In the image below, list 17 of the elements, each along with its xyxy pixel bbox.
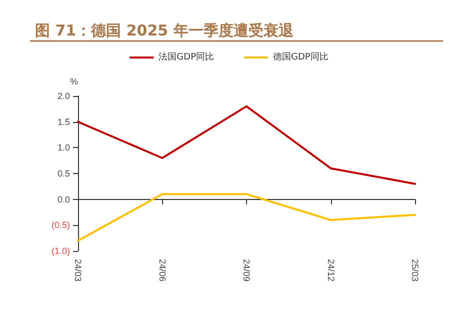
y-tick-label: 1.0 <box>57 142 70 153</box>
x-tick-label: 24/09 <box>242 259 252 282</box>
y-tick-label: 0.0 <box>57 194 70 204</box>
x-tick-label: 25/03 <box>410 259 420 282</box>
y-tick-label: 0.5 <box>57 168 70 178</box>
x-tick-label: 24/12 <box>326 259 336 282</box>
legend-label: 法国GDP同比 <box>158 52 214 62</box>
y-tick-label: 1.5 <box>57 116 70 127</box>
x-tick-label: 24/03 <box>73 259 83 282</box>
y-tick-label: (1.0) <box>51 246 70 256</box>
y-axis-title: % <box>70 76 78 86</box>
y-tick-label: 2.0 <box>57 91 70 101</box>
y-tick-label: (0.5) <box>51 220 70 230</box>
x-tick-label: 24/06 <box>157 259 168 282</box>
chart-title: 图 71：德国 2025 年一季度遭受衰退 <box>35 22 294 40</box>
legend-label: 德国GDP同比 <box>273 52 328 62</box>
line-series <box>77 105 416 185</box>
